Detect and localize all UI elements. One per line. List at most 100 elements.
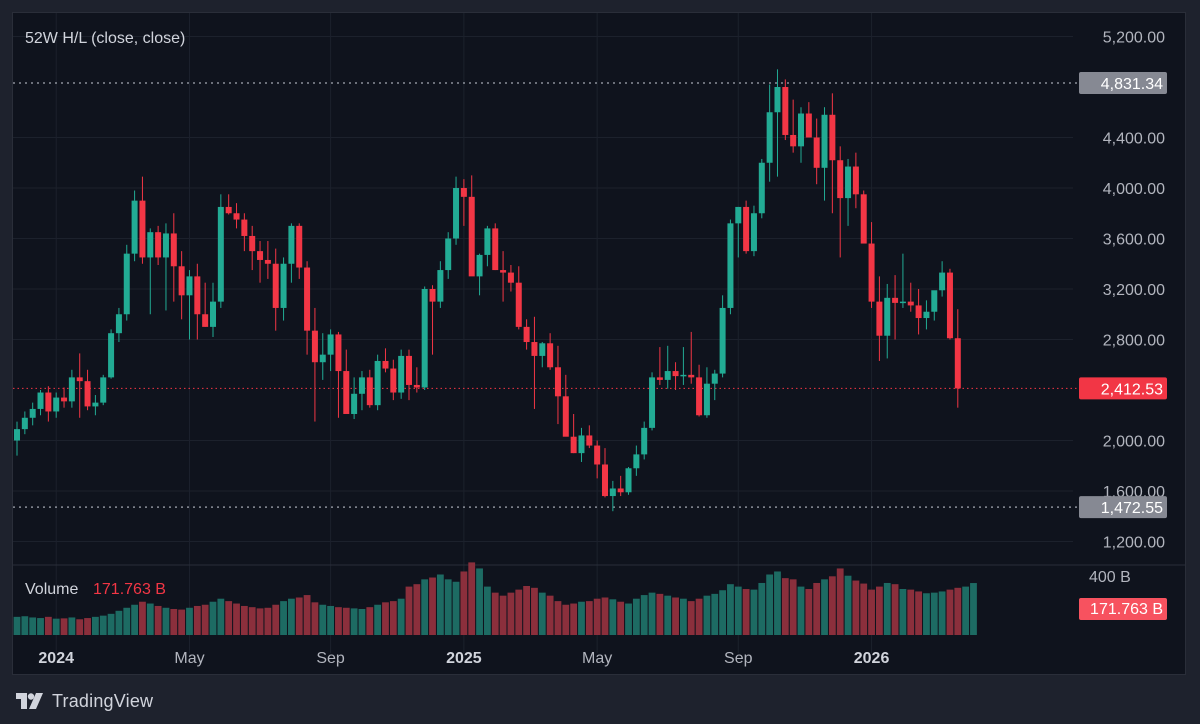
candle-body[interactable] [500, 270, 507, 273]
candle-body[interactable] [931, 290, 938, 312]
candle-body[interactable] [923, 311, 930, 319]
candle-body[interactable] [829, 114, 836, 161]
candle-body[interactable] [656, 377, 663, 380]
candle-body[interactable] [210, 301, 216, 327]
candle-body[interactable] [633, 454, 640, 469]
candle-body[interactable] [45, 392, 52, 412]
candle-body[interactable] [562, 396, 569, 437]
candle-body[interactable] [531, 342, 538, 356]
candle-body[interactable] [594, 445, 601, 465]
candle-body[interactable] [241, 219, 248, 236]
candle-body[interactable] [374, 360, 381, 406]
candle-body[interactable] [939, 272, 946, 291]
candle-body[interactable] [29, 408, 36, 418]
candle-body[interactable] [711, 373, 718, 384]
candle-body[interactable] [123, 253, 130, 315]
candle-body[interactable] [76, 377, 83, 382]
candle-body[interactable] [805, 113, 812, 138]
indicator-legend[interactable]: 52W H/L (close, close) [25, 30, 185, 47]
candle-body[interactable] [813, 137, 820, 168]
candle-body[interactable] [798, 113, 804, 147]
candle-body[interactable] [554, 367, 561, 397]
candle-body[interactable] [625, 468, 632, 493]
candle-body[interactable] [280, 263, 287, 308]
candle-body[interactable] [139, 200, 146, 258]
candle-body[interactable] [335, 334, 342, 372]
candle-body[interactable] [390, 368, 397, 393]
candle-body[interactable] [845, 166, 852, 199]
candle-body[interactable] [445, 238, 452, 271]
candle-body[interactable] [727, 223, 734, 308]
candle-body[interactable] [664, 371, 671, 380]
candle-body[interactable] [899, 301, 906, 304]
candle-body[interactable] [351, 393, 358, 414]
candle-body[interactable] [907, 301, 914, 306]
candle-body[interactable] [884, 297, 891, 336]
candle-body[interactable] [821, 114, 828, 168]
candle-body[interactable] [162, 233, 169, 258]
candle-body[interactable] [186, 276, 193, 296]
candle-body[interactable] [649, 377, 656, 428]
candle-body[interactable] [743, 206, 750, 252]
brand-logo[interactable]: TradingView [16, 689, 153, 713]
candle-body[interactable] [296, 225, 303, 268]
price-axis[interactable]: 5,200.00 4,400.00 4,000.00 3,600.00 3,200.00… [1103, 30, 1165, 552]
candle-body[interactable] [100, 377, 107, 403]
candle-body[interactable] [61, 397, 68, 402]
candle-body[interactable] [264, 259, 271, 264]
candle-body[interactable] [492, 228, 499, 271]
candle-body[interactable] [155, 232, 162, 258]
candle-body[interactable] [327, 334, 334, 355]
candle-body[interactable] [421, 289, 428, 388]
candle-body[interactable] [366, 377, 373, 406]
candle-body[interactable] [758, 162, 765, 214]
candle-body[interactable] [202, 314, 209, 327]
candle-body[interactable] [37, 392, 44, 409]
candle-body[interactable] [460, 188, 467, 197]
candle-body[interactable] [14, 429, 20, 441]
candle-body[interactable] [147, 232, 154, 258]
candle-body[interactable] [586, 435, 593, 446]
candle-body[interactable] [311, 330, 318, 363]
candle-body[interactable] [837, 160, 844, 199]
candle-body[interactable] [84, 381, 91, 407]
candle-body[interactable] [249, 235, 256, 252]
candle-body[interactable] [288, 225, 295, 264]
candle-body[interactable] [468, 196, 475, 277]
candle-body[interactable] [876, 301, 883, 336]
candle-body[interactable] [343, 371, 350, 414]
candle-body[interactable] [217, 206, 224, 302]
candle-body[interactable] [680, 374, 687, 377]
candle-body[interactable] [578, 435, 585, 454]
candle-body[interactable] [178, 266, 185, 296]
candle-body[interactable] [413, 384, 420, 388]
candle-body[interactable] [257, 251, 264, 260]
candle-body[interactable] [868, 243, 875, 302]
candle-body[interactable] [602, 464, 608, 497]
candle-body[interactable] [92, 402, 99, 407]
candle-body[interactable] [539, 343, 546, 356]
candle-body[interactable] [429, 289, 436, 302]
candle-body[interactable] [570, 436, 577, 454]
candle-body[interactable] [319, 354, 326, 363]
candle-body[interactable] [437, 270, 444, 302]
candle-body[interactable] [108, 333, 115, 378]
candle-body[interactable] [547, 343, 554, 368]
candle-body[interactable] [484, 228, 491, 255]
candle-body[interactable] [507, 272, 514, 283]
candle-body[interactable] [358, 377, 365, 394]
candle-body[interactable] [382, 360, 389, 369]
candle-body[interactable] [225, 206, 232, 214]
candle-body[interactable] [790, 134, 797, 147]
candle-body[interactable] [750, 213, 757, 252]
candle-body[interactable] [304, 267, 311, 331]
candle-body[interactable] [398, 355, 405, 393]
candle-body[interactable] [53, 397, 60, 412]
candle-body[interactable] [946, 272, 953, 339]
candle-body[interactable] [523, 326, 530, 343]
candle-body[interactable] [735, 206, 742, 224]
candle-body[interactable] [131, 200, 138, 254]
candle-body[interactable] [852, 166, 859, 195]
candle-body[interactable] [515, 282, 522, 327]
candle-body[interactable] [672, 371, 679, 377]
